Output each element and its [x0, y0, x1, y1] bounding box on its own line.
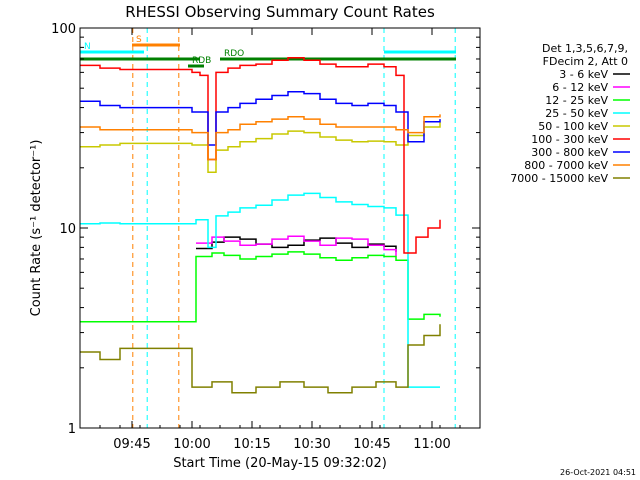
x-tick-label-4: 10:45	[353, 437, 390, 452]
series-lines	[80, 56, 441, 394]
x-tick-label-0: 09:45	[113, 437, 150, 452]
series-line-3	[80, 192, 440, 388]
series-line-4	[80, 121, 441, 173]
x-axis-label: Start Time (20-May-15 09:32:02)	[173, 456, 387, 471]
series-line-6	[80, 91, 441, 146]
y-axis-label: Count Rate (s⁻¹ detector⁻¹)	[29, 140, 44, 317]
y-tick-label-2: 100	[51, 22, 76, 37]
x-tick-label-2: 10:15	[233, 437, 270, 452]
legend: Det 1,3,5,6,7,9,FDecim 2, Att 03 - 6 keV…	[510, 42, 630, 185]
x-tick-label-1: 10:00	[173, 437, 210, 452]
x-tick-label-3: 10:30	[293, 437, 330, 452]
legend-header-1: FDecim 2, Att 0	[543, 55, 628, 68]
axes: 09:45 10:00 10:15 10:30 10:45 11:00 1 10 100	[51, 22, 481, 452]
legend-header-0: Det 1,3,5,6,7,9,	[542, 42, 628, 55]
legend-label-2: 12 - 25 keV	[545, 94, 608, 107]
vertical-marker-lines	[132, 28, 456, 428]
flag-bar-label-6: RDB	[192, 56, 211, 66]
series-line-8	[80, 324, 441, 394]
chart-title: RHESSI Observing Summary Count Rates	[125, 3, 435, 21]
flag-bar-label-3: RDO	[224, 49, 244, 59]
legend-label-8: 7000 - 15000 keV	[510, 172, 608, 185]
y-tick-label-1: 10	[59, 222, 76, 237]
series-line-5	[80, 56, 441, 254]
flag-bars: S N RDO RDB	[80, 35, 456, 68]
legend-label-7: 800 - 7000 keV	[524, 159, 608, 172]
series-line-2	[80, 251, 441, 323]
x-tick-label-5: 11:00	[413, 437, 450, 452]
legend-label-1: 6 - 12 keV	[552, 81, 608, 94]
y-tick-label-0: 1	[68, 422, 76, 437]
legend-label-4: 50 - 100 keV	[538, 120, 608, 133]
flag-bar-label-0: S	[136, 35, 142, 45]
legend-label-5: 100 - 300 keV	[531, 133, 608, 146]
legend-label-0: 3 - 6 keV	[559, 68, 608, 81]
legend-label-6: 300 - 800 keV	[531, 146, 608, 159]
series-line-7	[80, 114, 441, 161]
series-line-1	[196, 235, 397, 257]
plot-frame	[79, 27, 481, 429]
footer-timestamp: 26-Oct-2021 04:51	[560, 468, 636, 477]
flag-bar-label-1: N	[84, 42, 91, 52]
legend-label-3: 25 - 50 keV	[545, 107, 608, 120]
